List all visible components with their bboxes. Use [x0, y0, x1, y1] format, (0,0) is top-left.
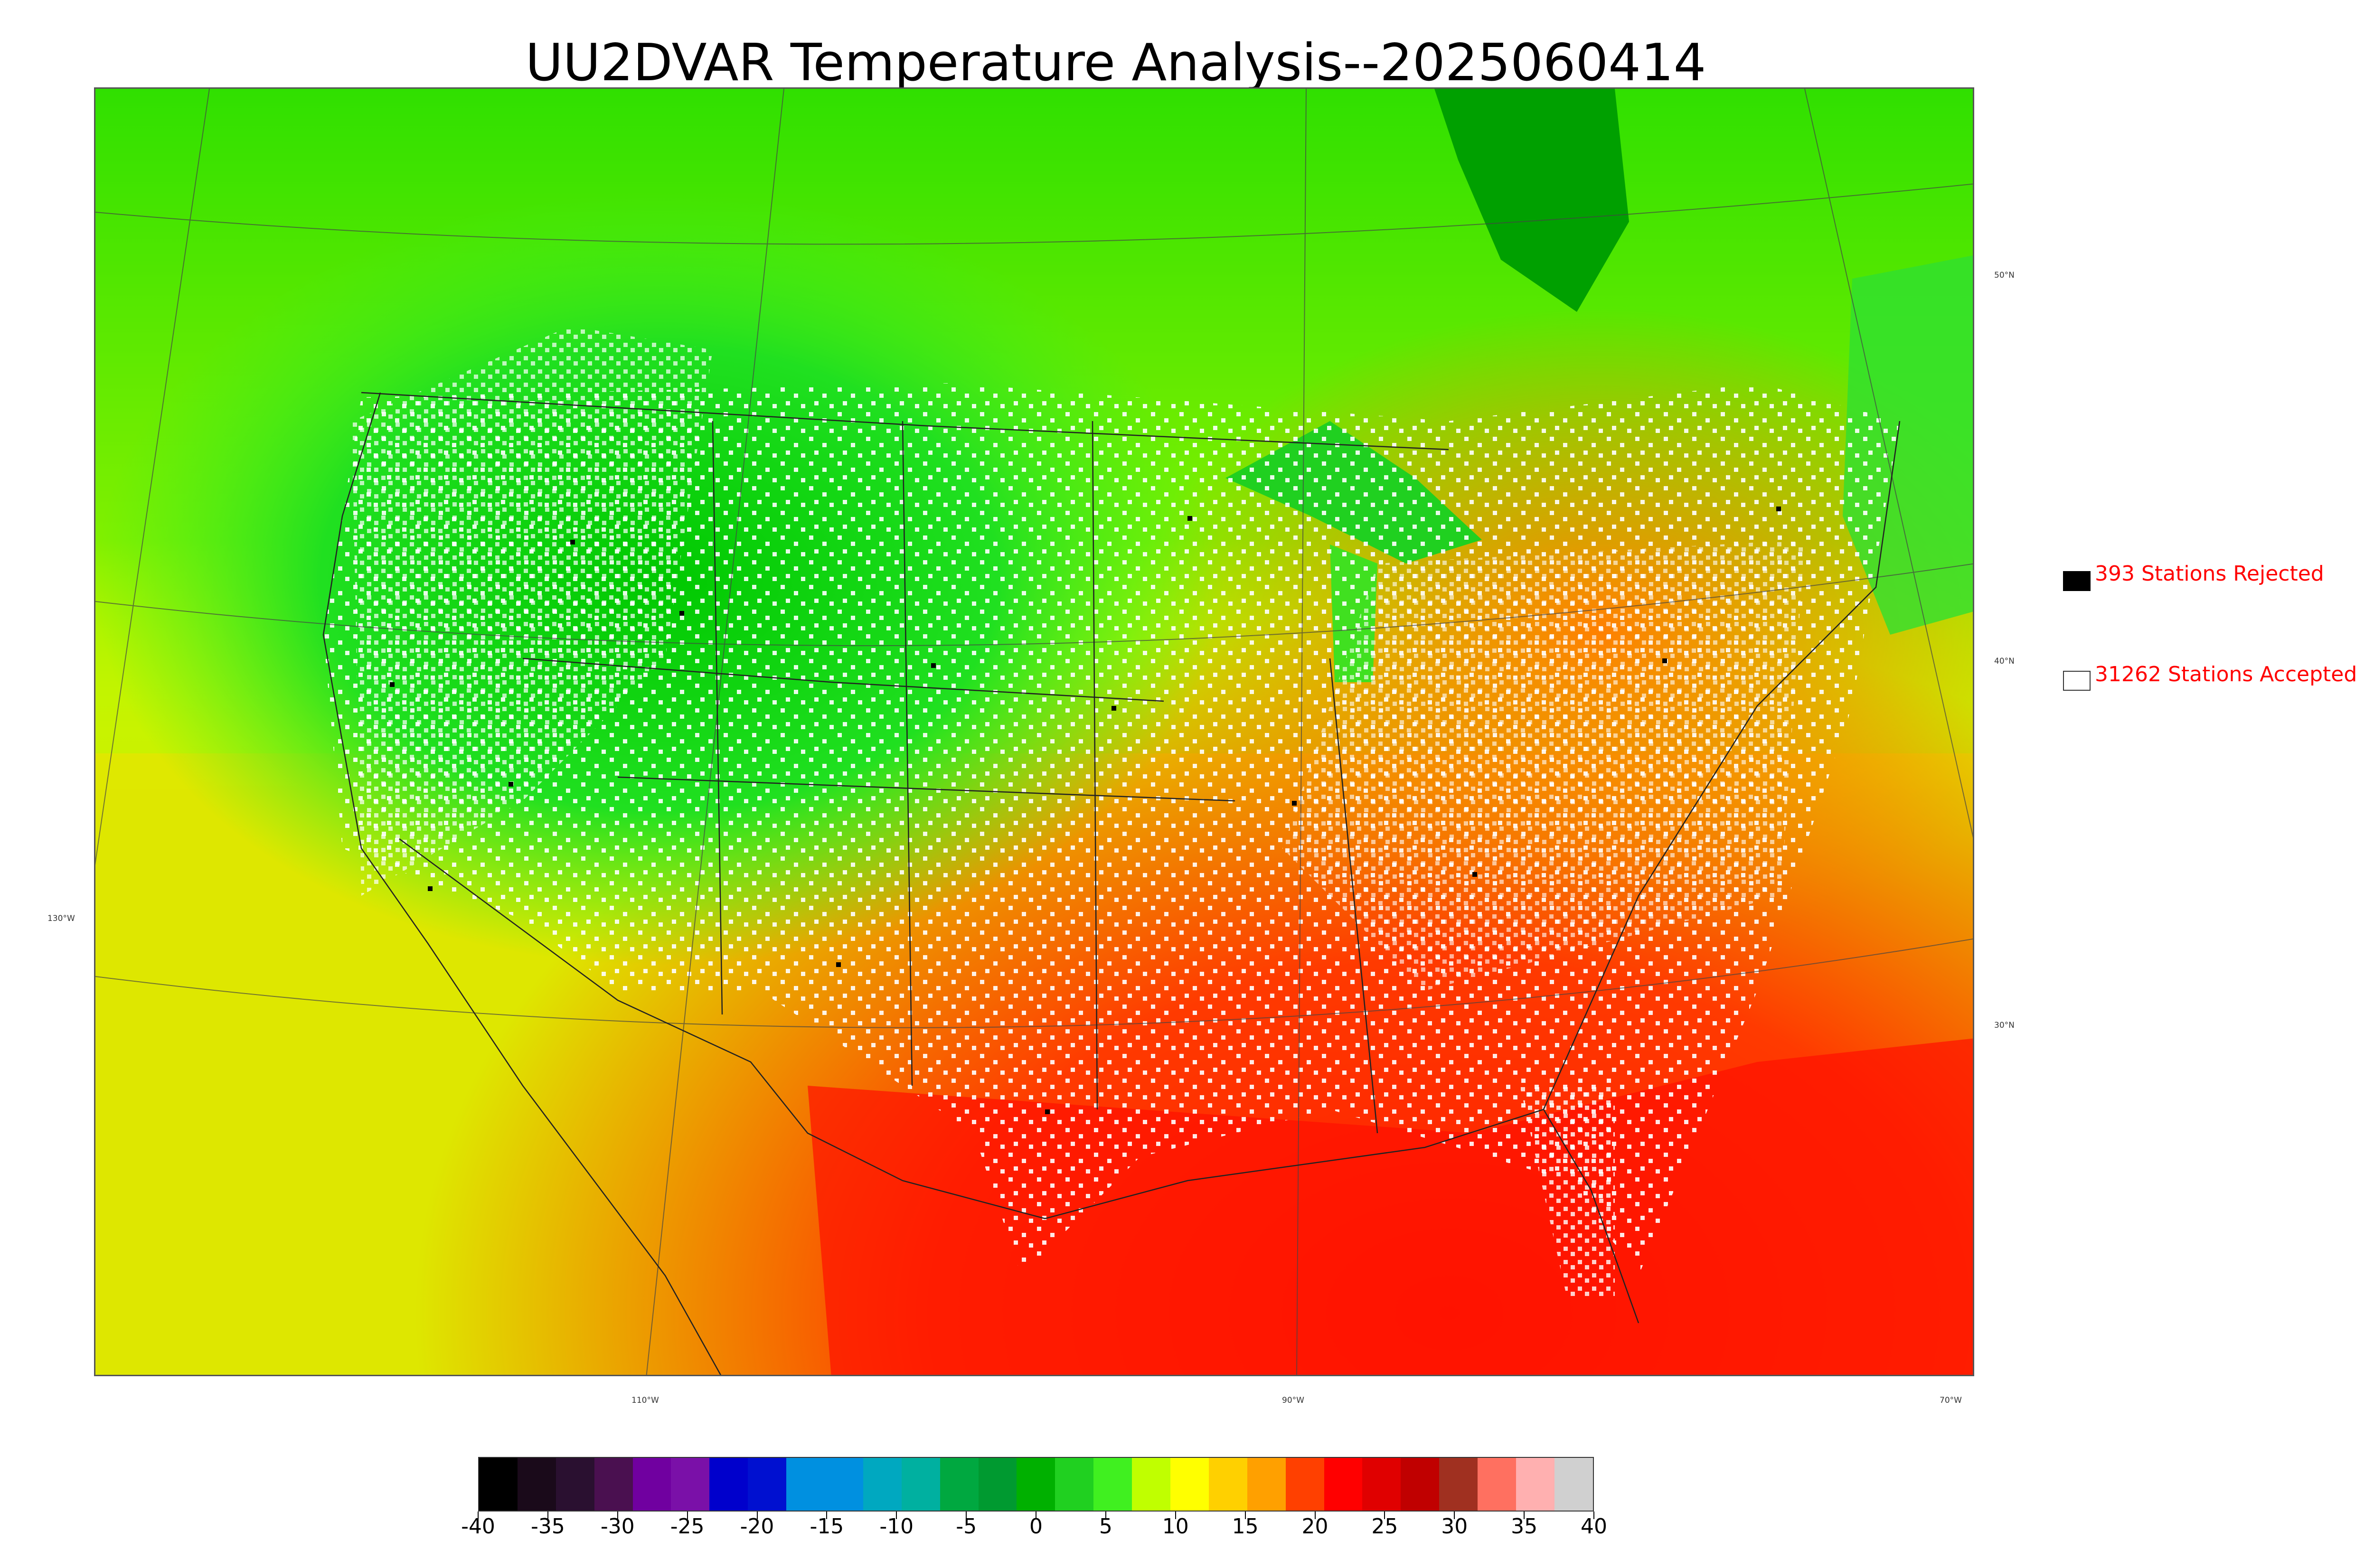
- colorbar-tick: [1244, 1512, 1246, 1519]
- colorbar-segment: [863, 1458, 902, 1511]
- colorbar-tick: [1175, 1512, 1176, 1519]
- colorbar-segment: [1285, 1458, 1324, 1511]
- colorbar-tick-label: -10: [879, 1514, 914, 1539]
- colorbar-tick: [756, 1512, 758, 1519]
- colorbar-tick: [617, 1512, 618, 1519]
- colorbar-tick-label: -5: [956, 1514, 977, 1539]
- colorbar-tick: [966, 1512, 967, 1519]
- colorbar-segment: [940, 1458, 979, 1511]
- lon-label-70w: 70°W: [1940, 1396, 1962, 1405]
- map-canvas: [95, 89, 1973, 1375]
- colorbar-tick: [687, 1512, 688, 1519]
- colorbar-tick: [1524, 1512, 1525, 1519]
- colorbar-segment: [1170, 1458, 1209, 1511]
- colorbar-tick-label: 35: [1511, 1514, 1538, 1539]
- colorbar-tick-label: -35: [530, 1514, 565, 1539]
- colorbar-segment: [1132, 1458, 1171, 1511]
- colorbar-tick-label: 40: [1581, 1514, 1607, 1539]
- colorbar-segment: [786, 1458, 825, 1511]
- colorbar-segment: [978, 1458, 1017, 1511]
- colorbar-segment: [632, 1458, 671, 1511]
- colorbar-tick-label: 10: [1162, 1514, 1189, 1539]
- lon-label-110w: 110°W: [631, 1396, 659, 1405]
- colorbar-segment: [479, 1458, 518, 1511]
- colorbar-segment: [1401, 1458, 1440, 1511]
- colorbar-tick-label: -25: [670, 1514, 705, 1539]
- rejected-swatch: [2063, 571, 2091, 591]
- colorbar-tick-label: 5: [1099, 1514, 1112, 1539]
- colorbar-tick-label: -15: [810, 1514, 844, 1539]
- colorbar-segment: [1017, 1458, 1055, 1511]
- colorbar-tick-label: 20: [1301, 1514, 1328, 1539]
- colorbar-segment: [1516, 1458, 1554, 1511]
- colorbar-segment: [556, 1458, 594, 1511]
- colorbar-tick-label: 15: [1232, 1514, 1259, 1539]
- colorbar-segment: [671, 1458, 710, 1511]
- colorbar-segment: [1324, 1458, 1363, 1511]
- colorbar-tick-label: -20: [740, 1514, 774, 1539]
- lat-label-30n: 30°N: [1994, 1021, 2015, 1030]
- colorbar-tick: [1593, 1512, 1594, 1519]
- accepted-label: 31262 Stations Accepted: [2095, 662, 2357, 686]
- colorbar-segment: [1055, 1458, 1094, 1511]
- colorbar-tick: [1314, 1512, 1316, 1519]
- colorbar-tick-label: 30: [1441, 1514, 1468, 1539]
- temperature-colorbar: [478, 1457, 1594, 1512]
- colorbar-tick: [1454, 1512, 1455, 1519]
- accepted-swatch: [2063, 671, 2091, 691]
- colorbar-segment: [1554, 1458, 1593, 1511]
- colorbar-tick-label: -40: [461, 1514, 495, 1539]
- colorbar-segment: [517, 1458, 556, 1511]
- colorbar-segment: [825, 1458, 863, 1511]
- colorbar-segment: [709, 1458, 748, 1511]
- temperature-map[interactable]: [94, 87, 1974, 1376]
- colorbar-tick-label: 0: [1029, 1514, 1043, 1539]
- colorbar-tick-label: -30: [600, 1514, 635, 1539]
- colorbar-segment: [1208, 1458, 1247, 1511]
- colorbar-segment: [901, 1458, 940, 1511]
- colorbar-tick: [1105, 1512, 1106, 1519]
- lat-label-40n: 40°N: [1994, 657, 2015, 666]
- colorbar-segment: [1362, 1458, 1401, 1511]
- lat-label-50n: 50°N: [1994, 271, 2015, 280]
- lon-label-130w: 130°W: [47, 914, 75, 923]
- colorbar-segment: [748, 1458, 787, 1511]
- lon-label-90w: 90°W: [1282, 1396, 1304, 1405]
- page-title: UU2DVAR Temperature Analysis--2025060414: [525, 33, 1706, 93]
- colorbar-tick: [547, 1512, 548, 1519]
- colorbar-tick: [896, 1512, 897, 1519]
- colorbar-segment: [1439, 1458, 1478, 1511]
- colorbar-segment: [594, 1458, 633, 1511]
- colorbar-segment: [1093, 1458, 1132, 1511]
- rejected-label: 393 Stations Rejected: [2095, 562, 2324, 586]
- colorbar-tick: [826, 1512, 828, 1519]
- colorbar-segment: [1478, 1458, 1517, 1511]
- colorbar-segment: [1247, 1458, 1286, 1511]
- colorbar-tick-label: 25: [1371, 1514, 1398, 1539]
- colorbar-tick: [1384, 1512, 1385, 1519]
- colorbar-tick: [478, 1512, 479, 1519]
